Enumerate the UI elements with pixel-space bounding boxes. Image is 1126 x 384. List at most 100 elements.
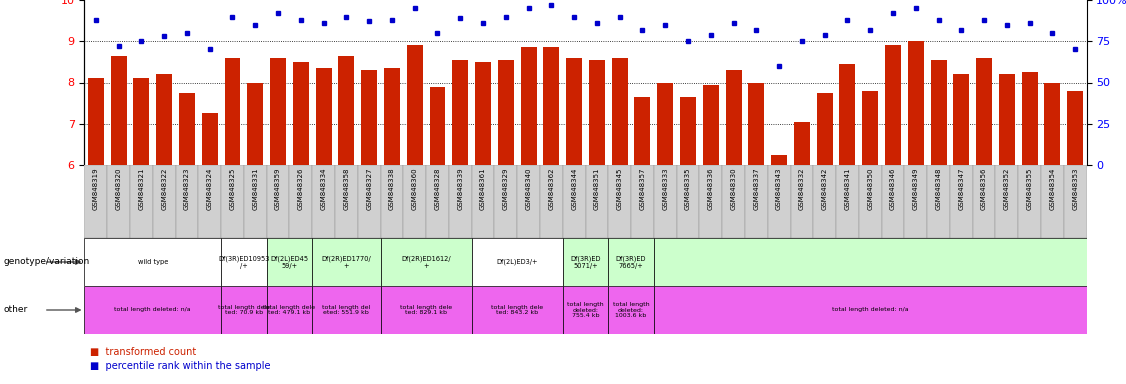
Text: GSM848329: GSM848329 bbox=[503, 167, 509, 210]
Bar bbox=[725, 70, 742, 165]
FancyBboxPatch shape bbox=[927, 165, 950, 238]
Text: total length deleted: n/a: total length deleted: n/a bbox=[115, 308, 191, 313]
Bar bbox=[634, 97, 651, 165]
Text: GSM848327: GSM848327 bbox=[366, 167, 373, 210]
Text: GSM848331: GSM848331 bbox=[252, 167, 258, 210]
Text: total length dele
ted: 843.2 kb: total length dele ted: 843.2 kb bbox=[491, 305, 543, 315]
FancyBboxPatch shape bbox=[267, 238, 312, 286]
Text: GSM848341: GSM848341 bbox=[844, 167, 850, 210]
Text: GSM848320: GSM848320 bbox=[116, 167, 122, 210]
Text: GSM848355: GSM848355 bbox=[1027, 167, 1033, 210]
Text: GSM848359: GSM848359 bbox=[275, 167, 282, 210]
Text: GSM848328: GSM848328 bbox=[435, 167, 440, 210]
Text: GSM848350: GSM848350 bbox=[867, 167, 874, 210]
FancyBboxPatch shape bbox=[312, 238, 381, 286]
Text: GSM848338: GSM848338 bbox=[388, 167, 395, 210]
FancyBboxPatch shape bbox=[312, 165, 336, 238]
FancyBboxPatch shape bbox=[358, 165, 381, 238]
Text: GSM848321: GSM848321 bbox=[138, 167, 144, 210]
FancyBboxPatch shape bbox=[608, 165, 631, 238]
Text: total length
deleted:
755.4 kb: total length deleted: 755.4 kb bbox=[568, 302, 604, 318]
FancyBboxPatch shape bbox=[563, 238, 608, 286]
Text: GSM848337: GSM848337 bbox=[753, 167, 759, 210]
Text: total length deleted: n/a: total length deleted: n/a bbox=[832, 308, 909, 313]
Text: GSM848358: GSM848358 bbox=[343, 167, 349, 210]
Text: GSM848340: GSM848340 bbox=[526, 167, 531, 210]
FancyBboxPatch shape bbox=[472, 165, 494, 238]
Bar bbox=[908, 41, 923, 165]
FancyBboxPatch shape bbox=[107, 165, 129, 238]
Bar bbox=[703, 84, 718, 165]
Text: GSM848347: GSM848347 bbox=[958, 167, 964, 210]
Text: GSM848348: GSM848348 bbox=[936, 167, 941, 210]
Bar bbox=[976, 58, 992, 165]
FancyBboxPatch shape bbox=[950, 165, 973, 238]
FancyBboxPatch shape bbox=[904, 165, 927, 238]
Text: GSM848333: GSM848333 bbox=[662, 167, 668, 210]
Bar bbox=[611, 58, 627, 165]
Text: ■  transformed count: ■ transformed count bbox=[90, 347, 196, 357]
Bar bbox=[1067, 91, 1083, 165]
Text: GSM848332: GSM848332 bbox=[798, 167, 805, 210]
FancyBboxPatch shape bbox=[859, 165, 882, 238]
Bar bbox=[293, 62, 309, 165]
Bar bbox=[520, 48, 537, 165]
FancyBboxPatch shape bbox=[563, 286, 608, 334]
Bar bbox=[749, 83, 765, 165]
Text: GSM848356: GSM848356 bbox=[981, 167, 988, 210]
Bar bbox=[930, 60, 947, 165]
Bar bbox=[429, 87, 446, 165]
Bar bbox=[498, 60, 513, 165]
Text: GSM848319: GSM848319 bbox=[92, 167, 99, 210]
Bar bbox=[544, 48, 560, 165]
FancyBboxPatch shape bbox=[745, 165, 768, 238]
FancyBboxPatch shape bbox=[381, 286, 472, 334]
Text: GSM848357: GSM848357 bbox=[640, 167, 645, 210]
Bar bbox=[361, 70, 377, 165]
Text: GSM848360: GSM848360 bbox=[412, 167, 418, 210]
FancyBboxPatch shape bbox=[586, 165, 608, 238]
Bar bbox=[202, 113, 217, 165]
FancyBboxPatch shape bbox=[608, 238, 654, 286]
Text: total length dele
ted: 829.1 kb: total length dele ted: 829.1 kb bbox=[400, 305, 453, 315]
Text: GSM848330: GSM848330 bbox=[731, 167, 736, 210]
Text: GSM848345: GSM848345 bbox=[617, 167, 623, 210]
Text: Df(3R)ED10953
/+: Df(3R)ED10953 /+ bbox=[218, 255, 269, 269]
Text: total length dele
ted: 479.1 kb: total length dele ted: 479.1 kb bbox=[263, 305, 315, 315]
FancyBboxPatch shape bbox=[768, 165, 790, 238]
Text: Df(2R)ED1612/
+: Df(2R)ED1612/ + bbox=[401, 255, 450, 269]
Bar bbox=[339, 56, 355, 165]
Text: Df(3R)ED
7665/+: Df(3R)ED 7665/+ bbox=[616, 255, 646, 269]
Bar bbox=[179, 93, 195, 165]
Bar bbox=[315, 68, 331, 165]
FancyBboxPatch shape bbox=[654, 165, 677, 238]
Bar bbox=[840, 64, 856, 165]
Bar bbox=[1045, 83, 1061, 165]
FancyBboxPatch shape bbox=[221, 165, 244, 238]
FancyBboxPatch shape bbox=[540, 165, 563, 238]
FancyBboxPatch shape bbox=[1064, 165, 1087, 238]
FancyBboxPatch shape bbox=[129, 165, 153, 238]
Text: GSM848324: GSM848324 bbox=[207, 167, 213, 210]
Bar bbox=[270, 58, 286, 165]
Text: GSM848344: GSM848344 bbox=[571, 167, 578, 210]
Bar bbox=[384, 68, 400, 165]
FancyBboxPatch shape bbox=[176, 165, 198, 238]
FancyBboxPatch shape bbox=[1042, 165, 1064, 238]
FancyBboxPatch shape bbox=[472, 238, 563, 286]
Bar bbox=[133, 78, 150, 165]
FancyBboxPatch shape bbox=[221, 238, 267, 286]
Text: GSM848362: GSM848362 bbox=[548, 167, 554, 210]
Bar bbox=[771, 155, 787, 165]
Text: GSM848346: GSM848346 bbox=[890, 167, 896, 210]
Text: GSM848339: GSM848339 bbox=[457, 167, 463, 210]
FancyBboxPatch shape bbox=[494, 165, 517, 238]
FancyBboxPatch shape bbox=[790, 165, 813, 238]
Bar bbox=[1021, 72, 1038, 165]
FancyBboxPatch shape bbox=[677, 165, 699, 238]
FancyBboxPatch shape bbox=[563, 165, 586, 238]
Text: Df(2L)ED45
59/+: Df(2L)ED45 59/+ bbox=[270, 255, 309, 269]
Bar bbox=[224, 58, 241, 165]
FancyBboxPatch shape bbox=[244, 165, 267, 238]
Bar bbox=[88, 78, 104, 165]
